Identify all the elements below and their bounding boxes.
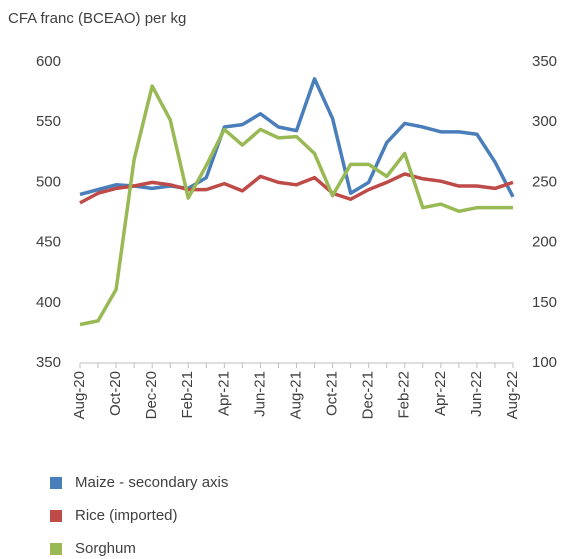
x-tick-label: Jun-22 bbox=[468, 371, 485, 417]
y-tick-label: 550 bbox=[36, 113, 61, 130]
y2-tick-label: 100 bbox=[532, 354, 557, 371]
legend-label: Maize - secondary axis bbox=[75, 474, 228, 491]
line-series bbox=[79, 77, 515, 198]
chart-title: CFA franc (BCEAO) per kg bbox=[8, 10, 186, 27]
x-tick-label: Aug-22 bbox=[504, 371, 521, 419]
line-series bbox=[79, 84, 513, 327]
legend-swatch bbox=[50, 543, 62, 555]
y2-tick-label: 200 bbox=[532, 234, 557, 251]
x-tick-label: Aug-20 bbox=[71, 371, 88, 419]
y-tick-label: 500 bbox=[36, 173, 61, 190]
legend-swatch bbox=[50, 510, 62, 522]
y2-tick-label: 350 bbox=[532, 53, 557, 70]
x-tick-label: Feb-21 bbox=[179, 371, 196, 419]
x-tick-label: Feb-22 bbox=[396, 371, 413, 419]
y2-tick-label: 300 bbox=[532, 113, 557, 130]
legend-swatch bbox=[50, 477, 62, 489]
legend-label: Sorghum bbox=[75, 540, 136, 557]
x-tick-label: Oct-20 bbox=[107, 371, 124, 416]
y-tick-label: 400 bbox=[36, 294, 61, 311]
x-tick-label: Dec-21 bbox=[360, 371, 377, 419]
x-tick-label: Apr-21 bbox=[215, 371, 232, 416]
legend-label: Rice (imported) bbox=[75, 507, 178, 524]
x-tick-label: Dec-20 bbox=[143, 371, 160, 419]
line-series bbox=[79, 172, 514, 205]
x-tick-label: Jun-21 bbox=[251, 371, 268, 417]
y-tick-label: 450 bbox=[36, 234, 61, 251]
x-tick-label: Aug-21 bbox=[287, 371, 304, 419]
y2-tick-label: 150 bbox=[532, 294, 557, 311]
y-tick-label: 600 bbox=[36, 53, 61, 70]
x-tick-label: Apr-22 bbox=[432, 371, 449, 416]
y-tick-label: 350 bbox=[36, 354, 61, 371]
x-tick-label: Oct-21 bbox=[324, 371, 341, 416]
y2-tick-label: 250 bbox=[532, 173, 557, 190]
